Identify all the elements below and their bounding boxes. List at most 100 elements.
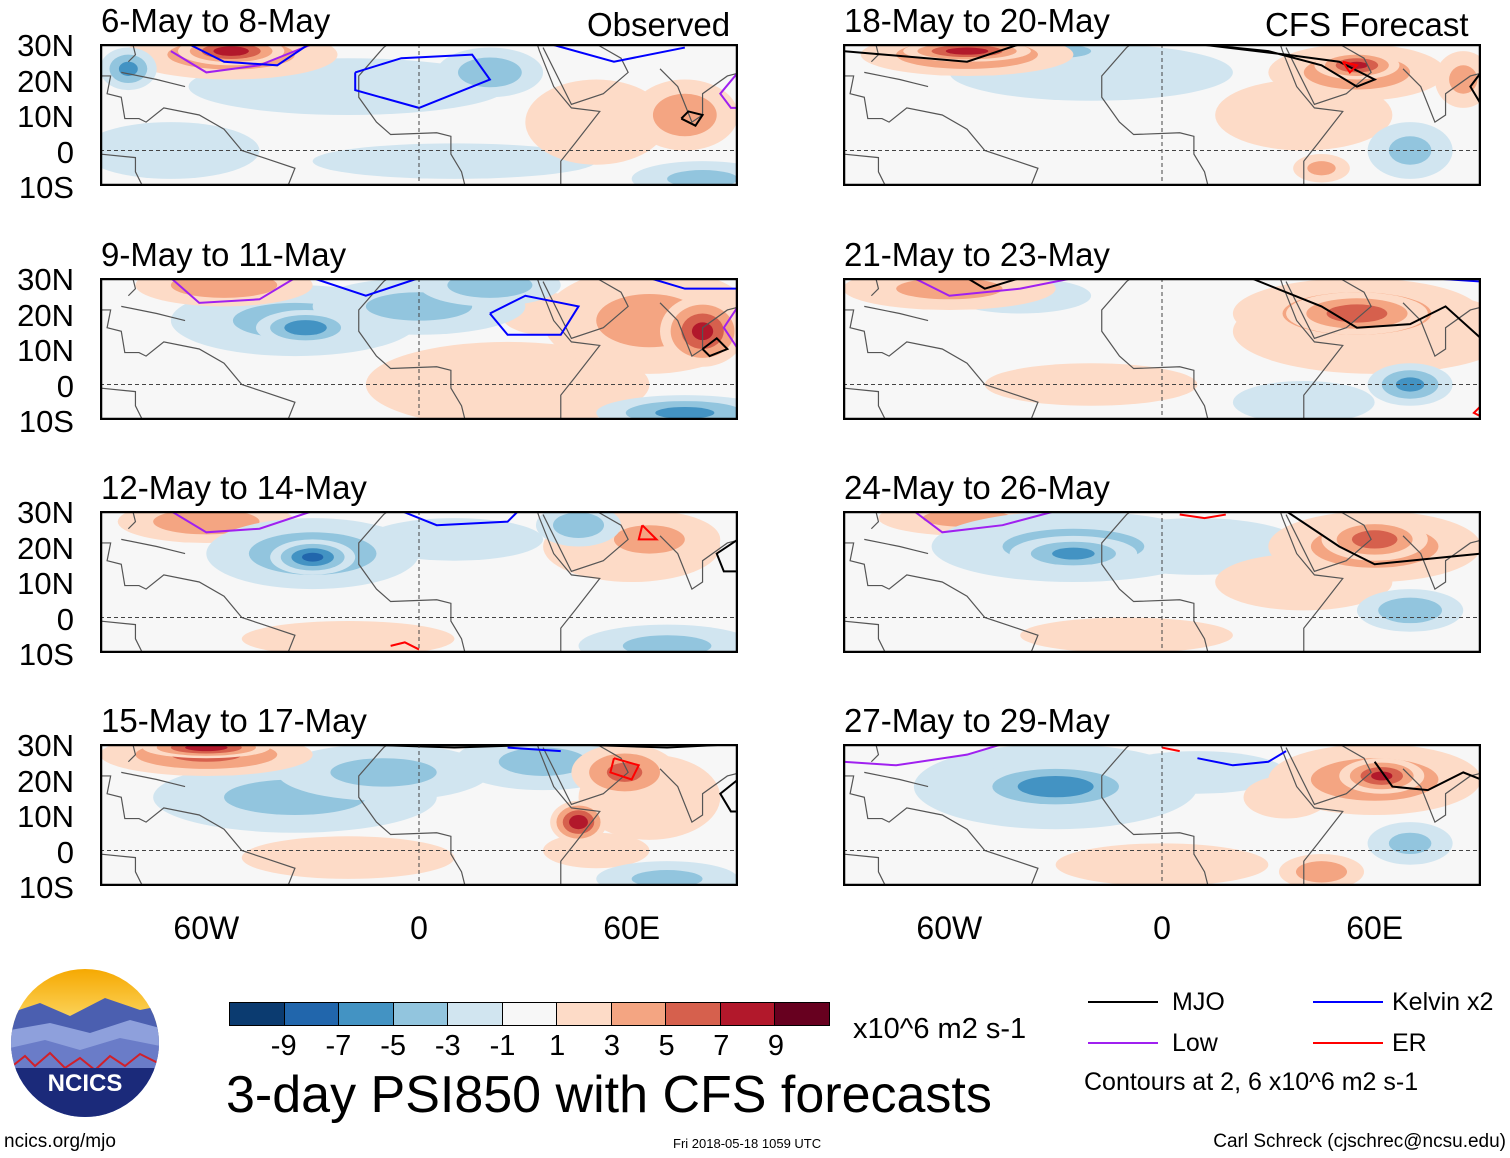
map-panel	[100, 511, 738, 653]
legend-line-er	[1313, 1042, 1383, 1044]
contour-line	[1341, 60, 1359, 74]
colorbar-tick: -5	[380, 1030, 406, 1062]
coastline	[1101, 278, 1209, 420]
coastline	[536, 744, 601, 886]
colorbar-tick: 1	[549, 1030, 566, 1062]
colorbar-swatch	[775, 1003, 829, 1025]
coastline	[100, 387, 144, 420]
colorbar-swatch	[448, 1003, 503, 1025]
coastline	[843, 542, 1039, 653]
positive-anomaly	[550, 800, 607, 844]
coastline	[1285, 44, 1372, 106]
contour-line	[843, 744, 1003, 767]
figure-title: 3-day PSI850 with CFS forecasts	[226, 1066, 992, 1124]
negative-anomaly	[596, 395, 738, 420]
contour-line	[966, 278, 1021, 290]
positive-anomaly	[1293, 154, 1350, 183]
lat-label: 0	[56, 368, 74, 404]
negative-anomaly	[596, 861, 738, 886]
coastline	[1101, 744, 1209, 886]
coastline	[121, 538, 186, 555]
contour-line	[1197, 750, 1287, 767]
coastline	[542, 278, 629, 340]
coastline	[864, 771, 929, 788]
lat-label: 20N	[17, 763, 74, 799]
positive-anomaly	[365, 341, 650, 420]
colorbar-swatch	[557, 1003, 612, 1025]
positive-anomaly	[1020, 617, 1233, 653]
colorbar	[229, 1002, 830, 1026]
negative-anomaly	[1367, 822, 1453, 865]
coastline	[121, 71, 186, 88]
coastline	[1101, 511, 1209, 653]
coastline	[1279, 511, 1344, 653]
negative-anomaly	[631, 161, 738, 186]
coastline	[1279, 744, 1344, 886]
colorbar-swatch	[393, 1003, 448, 1025]
colorbar-tick: 7	[713, 1030, 730, 1062]
contour-line	[1250, 278, 1481, 340]
footer-credit: Carl Schreck (cjschrec@ncsu.edu)	[1213, 1131, 1506, 1152]
contour-line	[637, 524, 659, 541]
map-panel	[100, 744, 738, 886]
colorbar-units: x10^6 m2 s-1	[853, 1013, 1027, 1045]
panel-frame	[100, 44, 738, 186]
panel-title: 21-May to 23-May	[844, 236, 1110, 273]
legend-label-er: ER	[1392, 1029, 1427, 1057]
coastline	[843, 387, 887, 420]
coastline	[100, 75, 296, 186]
negative-anomaly	[1356, 589, 1464, 632]
footer-url[interactable]: ncics.org/mjo	[4, 1131, 116, 1152]
coastline	[843, 153, 887, 186]
coastline	[843, 309, 1039, 420]
contour-line	[170, 278, 296, 304]
coastline	[100, 620, 144, 653]
lon-label: 0	[1153, 910, 1171, 946]
colorbar-swatch	[284, 1003, 339, 1025]
panel-title: 15-May to 17-May	[101, 702, 367, 739]
lat-label: 10S	[18, 170, 74, 205]
panel-frame	[843, 511, 1481, 653]
panel-frame	[100, 511, 738, 653]
lat-label: 30N	[17, 728, 74, 763]
contour-line	[507, 746, 561, 753]
lon-label: 0	[410, 910, 428, 946]
contour-line	[843, 44, 1021, 63]
contour-line	[913, 278, 1074, 297]
panel-title: 18-May to 20-May	[844, 2, 1110, 39]
negative-anomaly	[270, 539, 356, 575]
lat-label: 0	[56, 834, 74, 870]
contour-line	[1285, 511, 1481, 566]
colorbar-swatch	[611, 1003, 666, 1025]
legend-label-kelvin: Kelvin x2	[1392, 988, 1494, 1016]
colorbar-swatch	[720, 1003, 775, 1025]
positive-anomaly	[241, 621, 455, 653]
map-panel	[843, 511, 1481, 653]
negative-anomaly	[436, 47, 544, 98]
colorbar-tick: 5	[658, 1030, 675, 1062]
coastline	[358, 511, 466, 653]
coastline	[100, 775, 296, 886]
coastline	[121, 305, 186, 322]
lon-label: 60W	[916, 910, 983, 946]
ncics-logo: NCICS	[11, 969, 159, 1117]
contour-line	[312, 278, 420, 297]
negative-anomaly	[1009, 535, 1138, 572]
colorbar-tick: 3	[603, 1030, 620, 1062]
contour-line	[390, 641, 420, 651]
negative-anomaly	[255, 309, 356, 346]
coastline	[100, 853, 144, 886]
colorbar-tick: -1	[489, 1030, 516, 1062]
coastline	[843, 75, 1039, 186]
coastline	[100, 153, 144, 186]
coastline	[121, 771, 186, 788]
positive-anomaly	[177, 44, 285, 66]
coastline	[542, 44, 629, 106]
positive-anomaly	[571, 744, 678, 801]
coastline	[1285, 744, 1372, 806]
colorbar-tick: -3	[434, 1030, 461, 1062]
colorbar-swatch	[666, 1003, 721, 1025]
legend-line-mjo	[1088, 1001, 1158, 1003]
positive-anomaly	[525, 79, 668, 165]
lon-label: 60E	[1346, 910, 1404, 946]
